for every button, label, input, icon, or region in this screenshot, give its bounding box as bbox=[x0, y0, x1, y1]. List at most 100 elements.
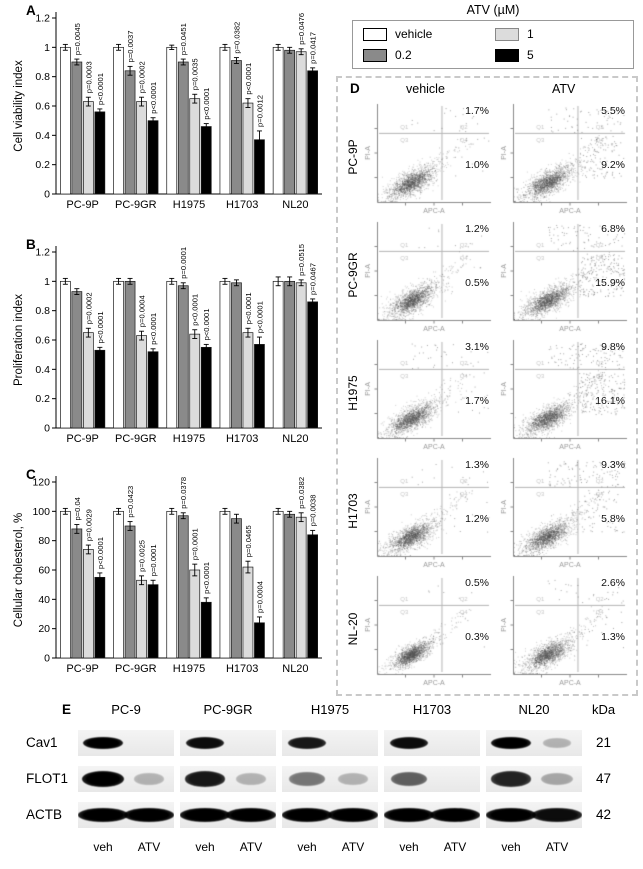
flow-scatter-canvas bbox=[364, 574, 494, 688]
p-value-label: p=0.0012 bbox=[255, 95, 264, 127]
y-tick-label: 80 bbox=[38, 535, 50, 547]
bar bbox=[307, 301, 318, 429]
quadrant-lower-percentage: 0.5% bbox=[465, 277, 489, 289]
bar bbox=[272, 510, 284, 659]
flow-plot-H1703-vehicle: 1.3% 1.2% bbox=[364, 456, 494, 570]
flow-scatter-canvas bbox=[500, 338, 630, 452]
y-tick-label: 1.2 bbox=[35, 247, 50, 259]
y-tick-label: 0.6 bbox=[35, 101, 50, 113]
panel-letter: B bbox=[26, 237, 36, 252]
y-tick-label: 0.4 bbox=[35, 130, 50, 142]
y-tick-label: 20 bbox=[38, 623, 50, 635]
flow-row-label-wrap: NL-20 bbox=[342, 572, 364, 686]
p-value-label: p=0.0038 bbox=[309, 495, 318, 527]
blot-strip-Cav1-H1975 bbox=[282, 730, 378, 756]
lane-label-veh: veh bbox=[501, 840, 521, 854]
y-tick-label: 0 bbox=[44, 423, 50, 435]
legend-items: vehicle 1 0.2 5 bbox=[352, 20, 634, 69]
p-value-label: p=0.04 bbox=[73, 497, 82, 520]
quadrant-lower-percentage: 16.1% bbox=[595, 395, 625, 407]
protein-band bbox=[486, 808, 536, 822]
bar bbox=[295, 282, 307, 429]
bar-chart-C: 0 20 40 60 80 100 120 Cellular cholesterol, % Cp… bbox=[13, 467, 322, 675]
flow-plot-NL-20-ATV: 2.6% 1.3% bbox=[500, 574, 630, 688]
flow-cytometry-panel: D vehicle ATV PC-9P 1.7% 1.0% 5.5% 9.2% PC-9G… bbox=[336, 76, 638, 696]
legend-label: 1 bbox=[527, 27, 534, 41]
bar bbox=[219, 510, 231, 659]
quadrant-upper-percentage: 2.6% bbox=[601, 577, 625, 589]
blot-strip-Cav1-H1703 bbox=[384, 730, 480, 756]
protein-band bbox=[491, 771, 531, 787]
protein-band bbox=[542, 738, 572, 748]
quadrant-lower-percentage: 1.3% bbox=[601, 631, 625, 643]
p-value-label: p=0.0001 bbox=[191, 528, 200, 560]
lane-label-ATV: ATV bbox=[443, 840, 467, 854]
y-tick-label: 120 bbox=[32, 477, 50, 489]
blot-strip-ACTB-PC-9GR bbox=[180, 802, 276, 828]
bar bbox=[307, 534, 318, 659]
protein-band bbox=[287, 736, 327, 750]
legend-swatch bbox=[363, 27, 387, 41]
y-tick-label: 1.2 bbox=[35, 13, 50, 25]
bar bbox=[189, 333, 201, 429]
flow-scatter-canvas bbox=[364, 338, 494, 452]
p-value-label: p=0.0515 bbox=[297, 244, 306, 276]
blot-strip-Cav1-NL20 bbox=[486, 730, 582, 756]
protein-band bbox=[226, 808, 276, 822]
legend-item-1: 1 bbox=[495, 27, 623, 41]
p-value-label: p=0.0037 bbox=[126, 31, 135, 63]
bar bbox=[113, 510, 124, 659]
blot-cell-line-header: H1703 bbox=[412, 702, 452, 717]
western-blot-panel: E kDa PC-9 PC-9GR H1975 H1703 NL20 Cav1 21 FLOT… bbox=[8, 700, 638, 866]
x-category-label: H1703 bbox=[226, 199, 258, 211]
bar bbox=[219, 280, 231, 429]
bar bbox=[231, 60, 242, 195]
x-category-label: H1703 bbox=[226, 663, 258, 675]
bar bbox=[82, 549, 94, 659]
flow-scatter-canvas bbox=[364, 102, 494, 216]
protein-band bbox=[282, 808, 332, 822]
protein-band bbox=[124, 808, 174, 822]
flow-scatter-canvas bbox=[500, 102, 630, 216]
p-value-label: p=0.0378 bbox=[179, 477, 188, 509]
flow-plot-H1975-ATV: 9.8% 16.1% bbox=[500, 338, 630, 452]
protein-band bbox=[82, 771, 124, 787]
p-value-label: p=0.0029 bbox=[84, 509, 93, 541]
bar bbox=[295, 516, 307, 659]
x-category-label: PC-9P bbox=[66, 663, 98, 675]
bar bbox=[284, 280, 295, 429]
blot-cell-line-header: PC-9GR bbox=[203, 702, 253, 717]
x-category-label: H1975 bbox=[173, 199, 205, 211]
legend-title: ATV (µM) bbox=[466, 3, 520, 17]
bar bbox=[254, 344, 265, 429]
quadrant-lower-percentage: 15.9% bbox=[595, 277, 625, 289]
flow-scatter-canvas bbox=[500, 456, 630, 570]
kda-value: 42 bbox=[596, 807, 612, 822]
x-category-label: NL20 bbox=[282, 199, 308, 211]
p-value-label: p=0.0467 bbox=[309, 263, 318, 295]
y-axis-label: Cellular cholesterol, % bbox=[13, 513, 25, 627]
y-axis-label: Proliferation index bbox=[13, 294, 25, 386]
protein-band bbox=[491, 736, 531, 750]
blot-cell-line-header: H1975 bbox=[310, 702, 350, 717]
y-tick-label: 0.4 bbox=[35, 364, 50, 376]
bar bbox=[200, 126, 212, 195]
y-tick-label: 60 bbox=[38, 565, 50, 577]
y-tick-label: 0.2 bbox=[35, 393, 50, 405]
bar bbox=[71, 61, 83, 195]
bar bbox=[71, 291, 83, 429]
protein-band bbox=[389, 736, 429, 750]
y-tick-label: 1 bbox=[44, 42, 50, 54]
bar bbox=[242, 566, 254, 659]
bar bbox=[113, 46, 124, 195]
legend-swatch bbox=[495, 27, 519, 41]
quadrant-upper-percentage: 0.5% bbox=[465, 577, 489, 589]
legend-label: 0.2 bbox=[395, 48, 412, 62]
blot-strip-FLOT1-H1975 bbox=[282, 766, 378, 792]
protein-label-FLOT1: FLOT1 bbox=[26, 771, 69, 786]
bar bbox=[295, 51, 307, 195]
p-value-label: p=0.0417 bbox=[309, 32, 318, 64]
bar bbox=[124, 525, 136, 659]
